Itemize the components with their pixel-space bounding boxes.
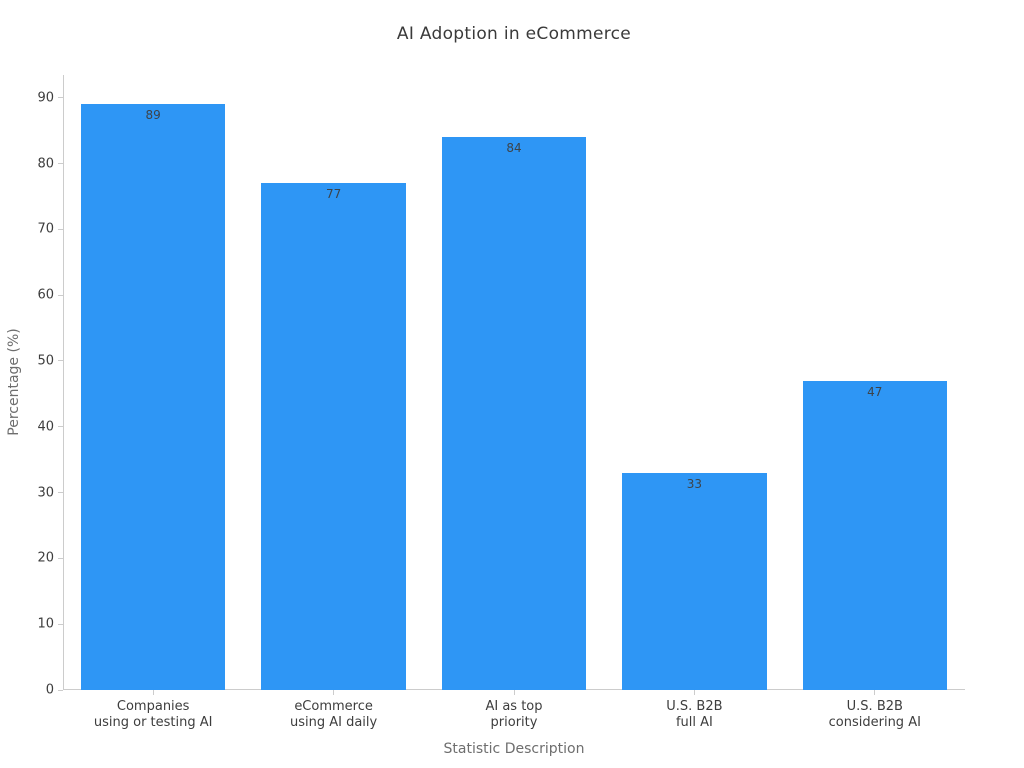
x-tick-label: U.S. B2B full AI [666, 699, 723, 730]
y-tick-label: 10 [37, 616, 54, 632]
x-tick-mark [513, 690, 515, 695]
y-tick-label: 70 [37, 221, 54, 237]
y-tick-label: 90 [37, 90, 54, 106]
y-tick-label: 50 [37, 353, 54, 369]
x-tick-mark [693, 690, 695, 695]
y-tick-mark [58, 623, 63, 625]
bar-value-label: 89 [145, 108, 161, 123]
y-tick-label: 40 [37, 419, 54, 435]
y-tick-mark [58, 97, 63, 99]
y-tick-label: 30 [37, 485, 54, 501]
y-tick-mark [58, 492, 63, 494]
y-tick-mark [58, 557, 63, 559]
y-tick-mark [58, 360, 63, 362]
y-tick-label: 20 [37, 550, 54, 566]
x-tick-mark [874, 690, 876, 695]
y-tick-label: 0 [45, 682, 54, 698]
y-tick-mark [58, 294, 63, 296]
y-tick-label: 80 [37, 156, 54, 171]
x-tick-mark [333, 690, 335, 695]
bar-value-label: 77 [325, 187, 342, 202]
chart-title: AI Adoption in eCommerce [396, 24, 632, 44]
bar [261, 183, 406, 690]
bar-value-label: 47 [867, 384, 883, 399]
bar [441, 137, 587, 690]
y-tick-mark [58, 426, 63, 428]
x-tick-label: U.S. B2B considering AI [828, 699, 921, 730]
y-tick-mark [58, 163, 63, 164]
bar [81, 104, 226, 690]
plot-area: 0 10 20 30 40 50 60 70 80 90 89 Companies using or … [37, 75, 965, 730]
bar [802, 380, 947, 690]
y-tick-label: 60 [37, 287, 54, 303]
y-tick-mark [58, 689, 63, 691]
y-axis-spine [63, 75, 64, 690]
x-tick-label: eCommerce using AI daily [289, 699, 378, 730]
bar-value-label: 33 [686, 476, 703, 491]
x-tick-mark [152, 690, 154, 695]
y-axis-title: Percentage (%) [6, 328, 22, 436]
y-tick-mark [58, 228, 63, 230]
x-axis-title: Statistic Description [443, 741, 585, 757]
x-tick-label: Companies using or testing AI [93, 699, 213, 730]
x-tick-label: AI as top priority [485, 699, 543, 730]
bar [622, 472, 767, 690]
bar-value-label: 84 [506, 141, 522, 156]
